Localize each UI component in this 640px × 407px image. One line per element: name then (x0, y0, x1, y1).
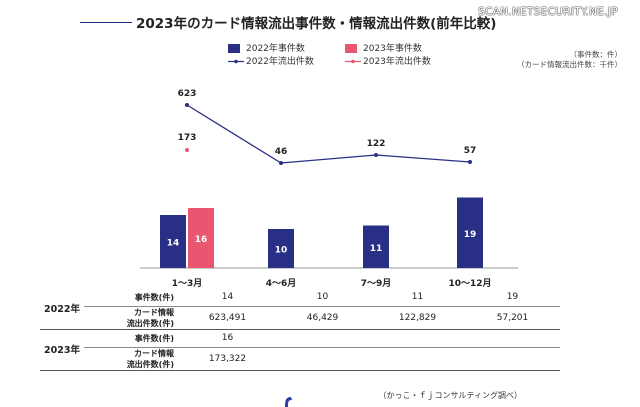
table-cell: 11 (370, 289, 465, 307)
title-rule (80, 22, 132, 23)
line-value-label: 173 (178, 133, 197, 143)
category-label: 4〜6月 (266, 278, 297, 289)
table-cell (275, 329, 370, 348)
chart-canvas: 14 10 11 19 16 623 46 122 57 173 1〜3月 4〜6月 7〜9月 10〜12… (140, 89, 518, 289)
data-table: 2022年 事件数(件) 14 10 11 19 カード情報 流出件数(件) 6… (40, 289, 560, 371)
table-cell: 14 (180, 289, 275, 307)
table-year-2023: 2023年 (40, 329, 84, 371)
bar-value-label: 16 (195, 235, 208, 245)
table-cell: 10 (275, 289, 370, 307)
table-cell: 16 (180, 329, 275, 348)
legend-line-marker (345, 59, 361, 64)
table-row: カード情報 流出件数(件) 623,491 46,429 122,829 57,… (40, 306, 560, 330)
legend-item-2022-leaks: 2022年流出件数 (228, 54, 314, 67)
legend-swatch (228, 44, 240, 53)
line-point-2022 (279, 161, 283, 165)
table-row: 2023年 事件数(件) 16 (40, 329, 560, 371)
line-2022-leaks (186, 104, 471, 164)
bar-value-label: 14 (167, 239, 180, 249)
unit-note-leaks: （カード情報流出件数：千件） (517, 60, 622, 69)
table-year-2022: 2022年 (40, 289, 84, 330)
logo-icon (285, 397, 292, 407)
line-value-label: 122 (367, 139, 386, 149)
table-cell: 57,201 (465, 306, 560, 330)
bar-value-label: 11 (370, 244, 383, 254)
bar-value-label: 10 (275, 246, 288, 256)
legend-item-2023-leaks: 2023年流出件数 (345, 54, 431, 67)
legend-item-2023-cases: 2023年事件数 (345, 41, 422, 54)
bar-2022-3 (457, 197, 483, 268)
chart-title: 2023年のカード情報流出事件数・情報流出件数(前年比較) (136, 16, 497, 32)
legend-label: 2022年流出件数 (246, 57, 314, 67)
table-cell (370, 347, 465, 371)
bar-2022-0 (160, 215, 186, 268)
legend-swatch (345, 44, 357, 53)
line-point-2022 (374, 153, 378, 157)
table-cell: 173,322 (180, 347, 275, 371)
table-cell (370, 329, 465, 348)
bar-value-label: 19 (464, 230, 477, 240)
line-point-2022 (185, 103, 189, 107)
line-value-label: 57 (464, 146, 477, 156)
category-label: 10〜12月 (448, 278, 491, 289)
legend-label: 2022年事件数 (246, 44, 305, 54)
table-metric: 事件数(件) (84, 289, 180, 307)
legend-label: 2023年事件数 (363, 44, 422, 54)
watermark: SCAN.NETSECURITY.NE.JP (478, 6, 618, 18)
table-metric: 事件数(件) (84, 329, 180, 348)
line-value-label: 623 (178, 89, 197, 99)
table-metric: カード情報 流出件数(件) (84, 347, 180, 371)
table-row: カード情報 流出件数(件) 173,322 (40, 347, 560, 371)
table-cell (465, 347, 560, 371)
table-cell: 122,829 (370, 306, 465, 330)
table-cell: 46,429 (275, 306, 370, 330)
category-label: 7〜9月 (361, 278, 392, 289)
table-cell: 19 (465, 289, 560, 307)
table-cell (275, 347, 370, 371)
line-point-2022 (468, 160, 472, 164)
line-value-label: 46 (275, 147, 288, 157)
table-row: 2022年 事件数(件) 14 10 11 19 (40, 289, 560, 330)
source-note: （かっこ・ｆｊコンサルティング調べ） (378, 391, 522, 400)
table-cell: 623,491 (180, 306, 275, 330)
legend-label: 2023年流出件数 (363, 57, 431, 67)
table-cell (465, 329, 560, 348)
bar-2022-1 (268, 229, 294, 268)
bar-2023-0 (188, 208, 214, 268)
bar-2022-2 (363, 225, 389, 268)
unit-note-cases: （事件数：件） (569, 50, 623, 59)
legend-item-2022-cases: 2022年事件数 (228, 41, 305, 54)
table-metric: カード情報 流出件数(件) (84, 306, 180, 330)
legend-line-marker (228, 59, 244, 64)
line-point-2023 (185, 148, 189, 152)
category-label: 1〜3月 (172, 278, 203, 289)
